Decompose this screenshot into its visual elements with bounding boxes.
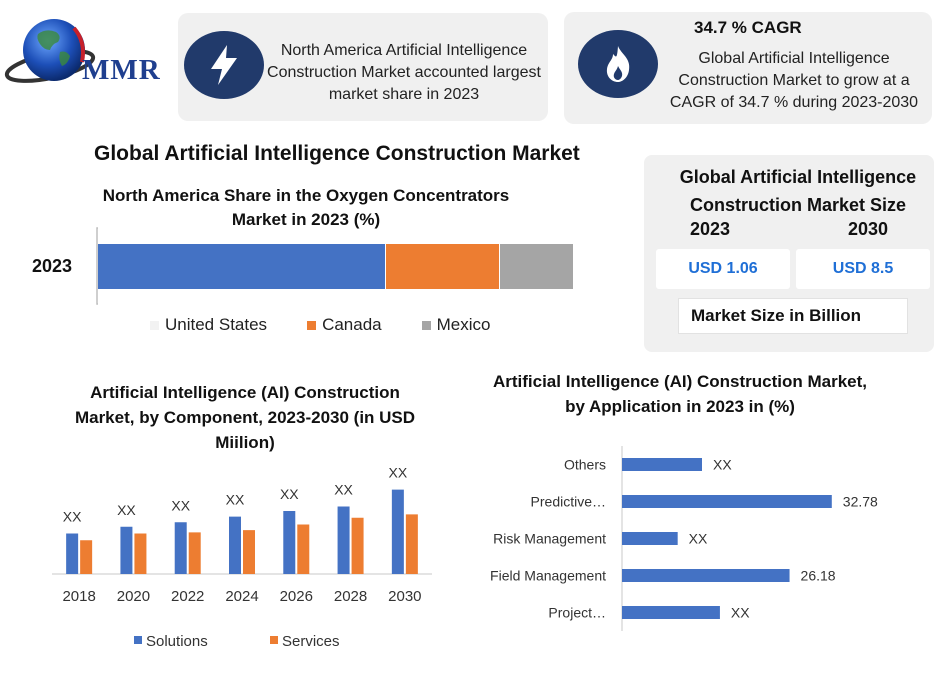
market-size-year-2023: 2023	[690, 219, 731, 239]
share-stacked-bar	[98, 244, 573, 289]
component-chart-title: Artificial Intelligence (AI) Constructio…	[74, 383, 416, 452]
component-data-label: XX	[389, 465, 408, 481]
application-data-label: 26.18	[801, 568, 836, 584]
legend-swatch	[307, 320, 317, 330]
component-data-label: XX	[171, 497, 190, 513]
component-bar-services-2026	[297, 524, 310, 574]
cagr-card: 34.7 % CAGR Global Artificial Intelligen…	[564, 12, 932, 124]
application-category-label: Project…	[548, 605, 606, 621]
component-legend-label: Services	[282, 633, 340, 650]
cagr-text: Global Artificial Intelligence Construct…	[669, 50, 919, 111]
component-tick-label: 2018	[62, 588, 95, 605]
component-bar-solutions-2024	[229, 516, 241, 574]
component-tick-label: 2026	[280, 588, 313, 605]
component-bar-services-2022	[188, 532, 201, 574]
component-data-label: XX	[63, 509, 82, 525]
application-bar-2	[622, 532, 678, 545]
component-data-label: XX	[334, 482, 353, 498]
component-legend-swatch	[270, 636, 278, 644]
component-bar-solutions-2026	[283, 511, 296, 574]
main-title: Global Artificial Intelligence Construct…	[94, 142, 580, 165]
market-size-value-2023: USD 1.06	[656, 249, 790, 289]
north-america-share-text: North America Artificial Intelligence Co…	[267, 42, 541, 103]
component-tick-label: 2020	[117, 588, 150, 605]
share-legend-item: Mexico	[421, 315, 491, 335]
application-category-label: Others	[564, 457, 606, 473]
application-data-label: XX	[731, 605, 750, 621]
component-data-label: XX	[280, 486, 299, 502]
application-data-label: XX	[689, 531, 708, 547]
component-bar-services-2020	[134, 533, 147, 574]
component-bar-services-2024	[243, 530, 255, 574]
component-tick-label: 2024	[225, 588, 258, 605]
application-category-label: Risk Management	[493, 531, 606, 547]
component-tick-label: 2030	[388, 588, 421, 605]
market-size-panel: Global Artificial Intelligence Construct…	[644, 155, 934, 352]
share-segment-mexico	[499, 244, 573, 289]
share-chart-legend: United States Canada Mexico	[150, 315, 530, 335]
share-chart-title: North America Share in the Oxygen Concen…	[102, 186, 510, 229]
component-tick-label: 2022	[171, 588, 204, 605]
legend-label: United States	[165, 315, 268, 334]
component-tick-label: 2028	[334, 588, 367, 605]
legend-label: Mexico	[436, 315, 491, 334]
component-bar-services-2030	[405, 514, 418, 574]
share-segment-united-states	[98, 244, 386, 289]
share-segment-canada	[385, 244, 500, 289]
application-category-label: Field Management	[490, 568, 606, 584]
mmr-logo	[4, 14, 184, 94]
legend-swatch	[150, 320, 159, 330]
flame-icon	[578, 30, 658, 98]
application-category-label: Predictive…	[531, 494, 606, 510]
application-bar-3	[622, 569, 790, 582]
component-legend-swatch	[134, 636, 142, 644]
north-america-share-card: North America Artificial Intelligence Co…	[178, 13, 548, 121]
component-bar-solutions-2020	[120, 526, 133, 574]
market-size-unit: Market Size in Billion	[678, 298, 908, 334]
lightning-icon	[184, 31, 264, 99]
share-chart-category-label: 2023	[32, 256, 73, 276]
application-bar-1	[622, 495, 832, 508]
component-bar-solutions-2030	[391, 489, 404, 574]
application-bar-0	[622, 458, 702, 471]
legend-swatch	[421, 320, 431, 330]
component-bar-solutions-2022	[174, 522, 187, 574]
component-bar-solutions-2028	[337, 506, 350, 574]
share-legend-item: United States	[150, 315, 267, 335]
legend-label: Canada	[322, 315, 382, 334]
application-chart-title: Artificial Intelligence (AI) Constructio…	[492, 372, 868, 416]
market-size-value-2030: USD 8.5	[796, 249, 930, 289]
component-bar-solutions-2018	[66, 533, 79, 574]
component-data-label: XX	[226, 492, 245, 508]
share-chart-axis	[96, 227, 98, 305]
application-chart: Others XX Predictive… 32.78 Risk Management X…	[490, 446, 878, 631]
market-size-title: Global Artificial Intelligence Construct…	[679, 167, 917, 215]
component-data-label: XX	[117, 502, 136, 518]
market-size-year-2030: 2030	[848, 219, 889, 239]
application-data-label: 32.78	[843, 494, 878, 510]
component-bar-services-2018	[80, 540, 93, 574]
logo-text: MMR	[82, 54, 161, 86]
share-legend-item: Canada	[307, 315, 382, 335]
application-data-label: XX	[713, 457, 732, 473]
cagr-title: 34.7 % CAGR	[694, 18, 802, 37]
component-legend-label: Solutions	[146, 633, 208, 650]
component-chart: XX 2018 XX 2020 XX 2022 XX 2024 XX 2026 XX 2028 XX 20…	[52, 465, 432, 650]
application-bar-4	[622, 606, 720, 619]
component-bar-services-2028	[351, 517, 364, 574]
